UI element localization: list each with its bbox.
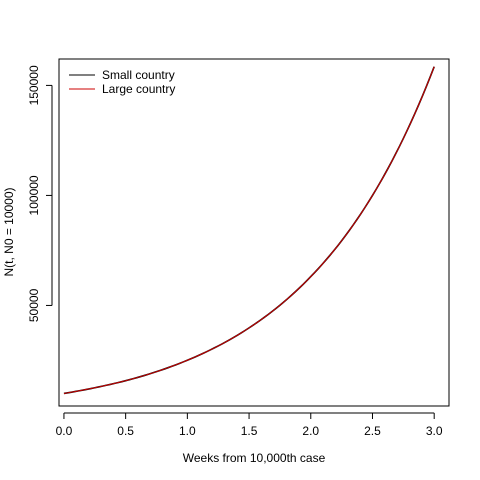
y-axis-label: N(t, N0 = 10000) [2, 187, 16, 276]
series-layer [63, 66, 435, 395]
y-axis: 50000 100000 150000 [27, 65, 53, 322]
x-tick-label: 2.5 [364, 424, 381, 438]
series-line-small-country [63, 66, 435, 395]
x-tick-label: 3.0 [426, 424, 443, 438]
x-tick-label: 0.0 [56, 424, 73, 438]
y-tick-label: 50000 [27, 288, 41, 322]
x-axis: 0.0 0.5 1.0 1.5 2.0 2.5 3.0 [56, 412, 443, 438]
plot-frame [58, 58, 450, 407]
y-tick-label: 100000 [27, 175, 41, 215]
series-line-large-country [63, 66, 435, 394]
x-tick-label: 0.5 [117, 424, 134, 438]
legend-label: Large country [102, 82, 175, 96]
legend-label: Small country [102, 68, 175, 82]
x-axis-label: Weeks from 10,000th case [183, 451, 326, 465]
y-tick-label: 150000 [27, 65, 41, 105]
x-tick-label: 1.0 [179, 424, 196, 438]
x-tick-label: 2.0 [302, 424, 319, 438]
x-tick-label: 1.5 [241, 424, 258, 438]
